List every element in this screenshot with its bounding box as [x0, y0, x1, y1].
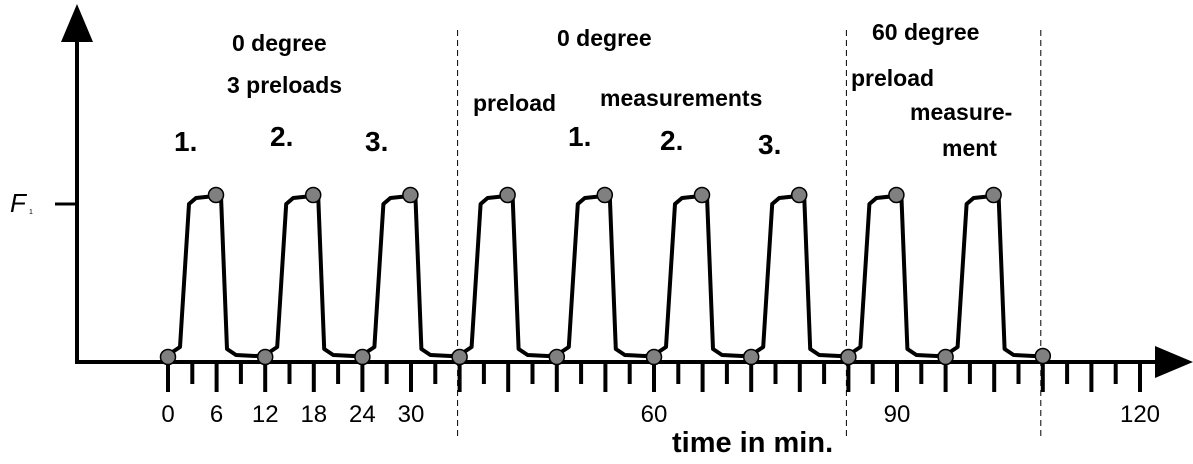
- force-curve-path: [166, 194, 1043, 358]
- measurement-number-2: 2.: [660, 125, 683, 156]
- peak-point-marker: [596, 186, 614, 204]
- start-point-marker: [742, 348, 760, 366]
- x-tick-label: 0: [161, 401, 174, 428]
- preload-number-1: 1.: [174, 126, 197, 157]
- start-point-marker: [354, 348, 371, 366]
- start-point-marker: [159, 348, 177, 366]
- point-markers: [159, 186, 1052, 366]
- phase3-measurement-label-line2: ment: [942, 135, 997, 161]
- start-point-marker: [645, 348, 663, 366]
- peak-point-marker: [402, 186, 419, 204]
- start-point-marker: [937, 348, 954, 366]
- x-tick-label: 12: [252, 401, 279, 428]
- phase1-heading: 0 degree: [232, 30, 327, 56]
- x-tick-label: 24: [349, 401, 376, 428]
- phase-dividers: [457, 30, 1042, 438]
- peak-point-marker: [790, 186, 808, 204]
- phase2-preload-label: preload: [473, 90, 556, 116]
- x-tick-label: 90: [884, 401, 911, 428]
- start-point-marker: [840, 348, 857, 366]
- y-tick-label-f: F: [10, 188, 28, 218]
- start-point-marker: [548, 348, 566, 366]
- measurement-number-3: 3.: [758, 129, 781, 160]
- peak-point-marker: [888, 186, 905, 204]
- end-point-marker: [1034, 347, 1052, 365]
- measurement-number-1: 1.: [568, 121, 591, 152]
- phase2-heading: 0 degree: [557, 25, 652, 51]
- preload-number-3: 3.: [365, 126, 388, 157]
- y-axis-arrowhead: [61, 4, 93, 42]
- force-curve: [166, 194, 1043, 358]
- x-tick-label: 120: [1120, 401, 1160, 428]
- y-tick-label-subscript: 1: [29, 209, 33, 216]
- x-tick-label: 60: [641, 401, 668, 428]
- x-axis-tick-labels: 0 6 12 18 24 30 60 90 120: [161, 401, 1160, 428]
- phase3-preload-label: preload: [851, 65, 934, 91]
- start-point-marker: [451, 348, 468, 366]
- x-axis-arrowhead: [1155, 346, 1193, 378]
- x-tick-label: 30: [398, 401, 425, 428]
- x-tick-label: 18: [300, 401, 327, 428]
- peak-point-marker: [207, 186, 225, 204]
- peak-point-marker: [499, 186, 516, 204]
- phase2-measurement-label: measurements: [600, 85, 762, 111]
- phase3-heading: 60 degree: [872, 19, 979, 45]
- preload-number-2: 2.: [270, 121, 293, 152]
- phase1-subheading: 3 preloads: [227, 72, 342, 98]
- peak-point-marker: [693, 186, 711, 204]
- peak-point-marker: [985, 186, 1002, 204]
- x-axis-title: time in min.: [672, 427, 833, 459]
- x-axis-ticks: [166, 362, 1142, 392]
- peak-point-marker: [304, 186, 322, 204]
- x-tick-label: 6: [210, 401, 223, 428]
- start-point-marker: [256, 348, 274, 366]
- phase3-measurement-label-line1: measure-: [910, 99, 1012, 125]
